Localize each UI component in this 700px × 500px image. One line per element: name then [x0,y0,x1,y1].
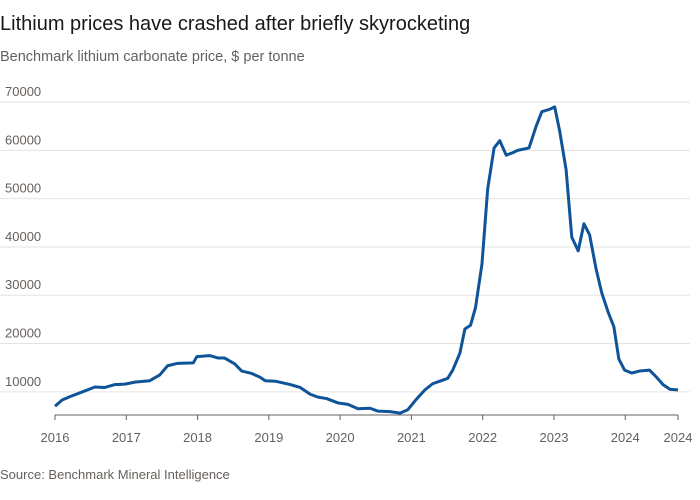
y-tick-label: 70000 [5,84,41,99]
x-tick-label: 2024 [611,430,640,445]
x-tick-label: 2018 [183,430,212,445]
y-tick-label: 30000 [5,277,41,292]
y-tick-label: 50000 [5,181,41,196]
chart-title: Lithium prices have crashed after briefl… [0,13,470,35]
x-tick-label: 2016 [41,430,70,445]
y-tick-label: 20000 [5,326,41,341]
price-line [54,105,679,415]
x-tick-label: 2021 [397,430,426,445]
x-tick-label: 2019 [254,430,283,445]
chart-subtitle: Benchmark lithium carbonate price, $ per… [0,49,305,65]
x-tick-label: 2024 [664,430,693,445]
x-tick-label: 2022 [468,430,497,445]
x-tick-label: 2017 [112,430,141,445]
y-tick-label: 60000 [5,132,41,147]
y-tick-label: 40000 [5,229,41,244]
x-tick-label: 2023 [540,430,569,445]
x-tick-label: 2020 [326,430,355,445]
y-tick-label: 10000 [5,374,41,389]
source-note: Source: Benchmark Mineral Intelligence [0,467,230,482]
